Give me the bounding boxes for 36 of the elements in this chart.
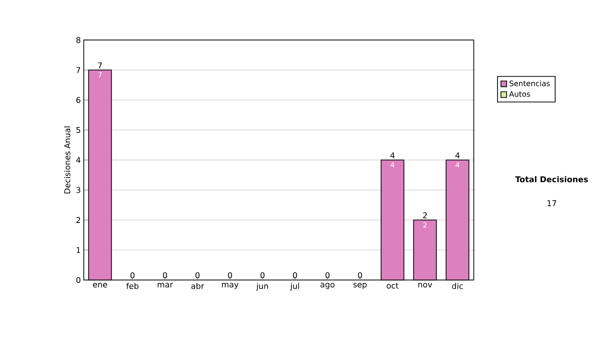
y-tick-label: 5 — [76, 127, 80, 133]
y-tick-label: 2 — [76, 217, 80, 223]
total-label: 2 — [423, 212, 427, 218]
total-label: 0 — [260, 272, 265, 278]
total-label: 4 — [390, 152, 395, 158]
text: 17 — [548, 200, 556, 206]
x-tick-label: mar — [158, 282, 174, 288]
total-label: 0 — [195, 272, 200, 278]
total-label: 0 — [228, 272, 232, 278]
total-label: 0 — [130, 272, 135, 278]
x-tick-label: feb — [126, 282, 138, 290]
text: Total Decisiones — [515, 176, 588, 182]
total-label: 4 — [455, 152, 460, 158]
total-label: 0 — [162, 272, 168, 278]
y-tick-label: 6 — [76, 96, 80, 104]
x-tick-label: jul — [290, 282, 300, 291]
total-label: 0 — [292, 272, 298, 278]
y-tick-label: 1 — [76, 247, 80, 253]
x-tick-label: nov — [418, 282, 432, 288]
total-label: 0 — [325, 272, 330, 278]
y-tick-label: 7 — [76, 67, 80, 73]
y-tick-label: 0 — [76, 276, 80, 284]
y-tick-label: 4 — [76, 157, 80, 163]
x-tick-label: sep — [353, 282, 367, 289]
y-tick-label: 3 — [76, 186, 80, 194]
total-label: 0 — [358, 272, 362, 278]
x-tick-label: jun — [256, 282, 268, 291]
x-tick-label: ene — [92, 282, 108, 288]
x-tick-label: oct — [386, 282, 399, 289]
x-tick-label: abr — [191, 282, 204, 290]
x-tick-label: may — [222, 282, 238, 289]
x-tick-label: dic — [452, 282, 463, 290]
total-label: 7 — [98, 62, 102, 68]
y-tick-label: 8 — [76, 36, 80, 44]
x-tick-label: ago — [320, 282, 334, 289]
y-axis-title: Decisiones Anual — [64, 126, 70, 194]
